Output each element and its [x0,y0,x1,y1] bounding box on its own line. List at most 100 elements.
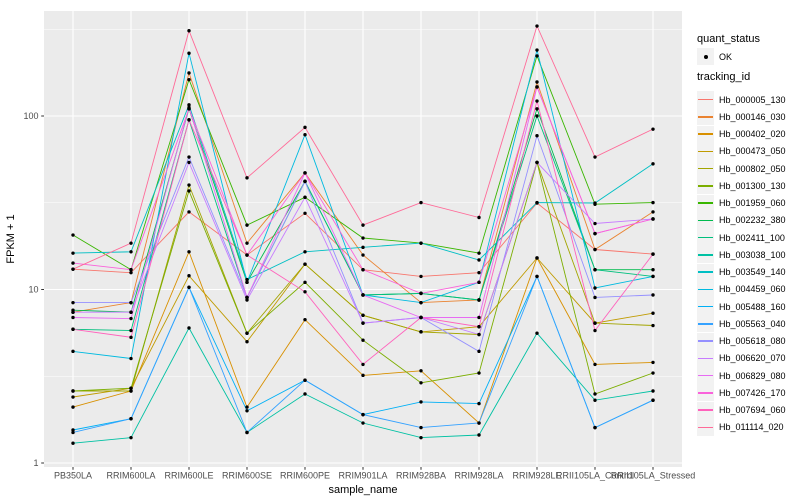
data-point [593,425,597,430]
data-point [593,268,597,272]
data-point [187,71,191,75]
legend-item-Hb_006829_080: Hb_006829_080 [697,367,786,385]
data-point [419,381,423,385]
legend-key-box [697,246,714,264]
data-point [477,332,481,337]
x-tick-label: RRIM600LA [106,471,155,481]
legend-item-Hb_001959_060: Hb_001959_060 [697,194,786,212]
line-swatch-icon [698,219,713,222]
data-point [419,291,423,296]
data-point [651,311,655,315]
data-point [477,258,481,262]
data-point [535,48,539,52]
data-point [129,335,133,340]
legend-item-Hb_001300_130: Hb_001300_130 [697,177,786,195]
legend-item-label: Hb_003038_100 [719,249,786,260]
line-swatch-icon [698,409,713,411]
data-point [187,210,191,214]
legend-item-label: Hb_003549_140 [719,267,786,278]
data-point [419,435,423,440]
data-point [71,389,75,393]
data-point [187,326,191,330]
data-point [477,421,481,425]
data-point [593,286,597,290]
data-point [535,331,539,335]
data-point [303,250,307,254]
data-point [419,300,423,305]
data-point [361,373,365,378]
data-point [535,133,539,138]
data-point [651,210,655,214]
legend-key-box [697,194,714,212]
legend-title-tracking-id: tracking_id [697,71,751,83]
data-point [71,233,75,237]
line-swatch-icon [698,271,713,273]
data-point [187,183,191,187]
data-point [651,268,655,272]
data-point [651,252,655,256]
data-point [419,200,423,205]
data-point [129,417,133,421]
x-tick-label: RRII105LA_Control [556,471,634,481]
legend-item-label: OK [719,51,733,62]
data-point [129,389,133,393]
data-point [535,80,539,84]
data-point [361,245,365,250]
data-point [303,317,307,322]
legend-item-Hb_000802_050: Hb_000802_050 [697,160,786,178]
data-point [419,315,423,320]
legend-key-box [697,298,714,316]
data-point [361,253,365,257]
data-point [361,223,365,227]
data-point [129,270,133,275]
data-point [535,24,539,28]
data-point [187,29,191,33]
line-swatch-icon [698,340,713,342]
legend-item-Hb_006620_070: Hb_006620_070 [697,349,786,367]
x-tick-label: RRII105LA_Stressed [611,471,696,481]
data-point [535,99,539,103]
legend-item-Hb_003549_140: Hb_003549_140 [697,263,786,281]
data-point [245,176,249,180]
y-tick-label: 1 [33,458,38,468]
legend-item-Hb_002411_100: Hb_002411_100 [697,229,786,247]
data-point [593,201,597,205]
data-point [651,389,655,393]
data-point [593,231,597,236]
legend-item-label: Hb_001959_060 [719,198,786,209]
line-swatch-icon [698,323,713,325]
data-point [129,328,133,333]
line-swatch-icon [698,98,713,101]
data-point [129,316,133,321]
data-point [535,256,539,260]
data-point [593,295,597,300]
legend-key-box [697,229,714,247]
data-point [361,421,365,425]
line-swatch-icon [698,357,713,360]
line-swatch-icon [698,236,713,239]
legend-key-box [697,91,714,109]
data-point [651,360,655,365]
legend-key-box [697,108,714,126]
data-point [187,274,191,278]
data-point [245,405,249,409]
data-point [129,250,133,254]
x-tick-label: RRIM928BA [396,471,446,481]
legend-item-label: Hb_007426_170 [719,387,786,398]
legend-item-label: Hb_000146_030 [719,111,786,122]
line-swatch-icon [698,185,713,187]
legend-item-Hb_007426_170: Hb_007426_170 [697,384,786,402]
data-point [129,386,133,390]
data-point [303,262,307,266]
data-point [477,215,481,220]
legend-key-box [697,332,714,350]
legend-item-label: Hb_005563_040 [719,318,786,329]
legend-item-Hb_003038_100: Hb_003038_100 [697,246,786,264]
legend-item-Hb_000402_020: Hb_000402_020 [697,125,786,143]
data-point [303,133,307,137]
data-point [187,77,191,82]
data-point [361,313,365,318]
data-point [71,349,75,354]
